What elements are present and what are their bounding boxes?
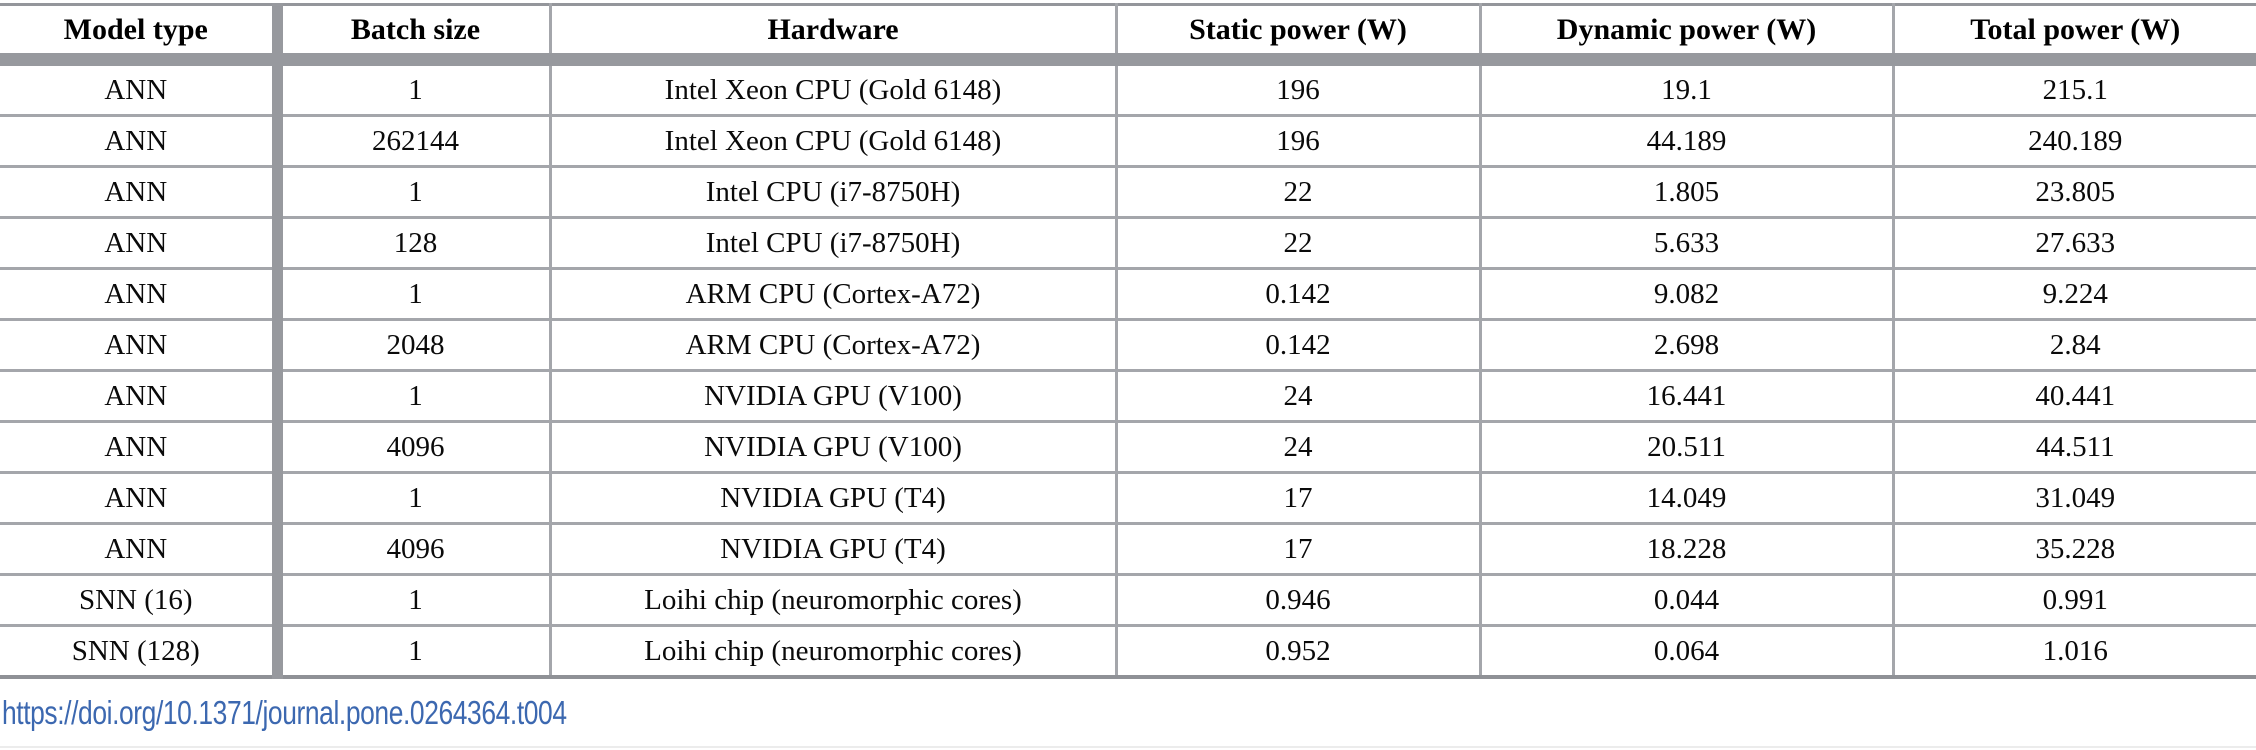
table-cell-static-power: 0.952 (1116, 625, 1482, 677)
table-cell-total-power: 1.016 (1893, 625, 2256, 677)
table-cell-hardware: Intel CPU (i7-8750H) (550, 166, 1118, 218)
table-row: ANN 262144 Intel Xeon CPU (Gold 6148) 19… (0, 115, 2256, 167)
table-cell-static-power: 0.142 (1116, 268, 1482, 320)
table-cell-model-type: SNN (16) (0, 574, 283, 626)
table-cell-dynamic-power: 1.805 (1480, 166, 1895, 218)
table-cell-model-type: ANN (0, 59, 283, 116)
page-bottom-divider (0, 746, 2256, 748)
table-cell-hardware: ARM CPU (Cortex-A72) (550, 319, 1118, 371)
table-cell-total-power: 0.991 (1893, 574, 2256, 626)
table-row: ANN 4096 NVIDIA GPU (V100) 24 20.511 44.… (0, 421, 2256, 473)
table-row: ANN 128 Intel CPU (i7-8750H) 22 5.633 27… (0, 217, 2256, 269)
table-cell-static-power: 17 (1116, 523, 1482, 575)
column-header-dynamic-power: Dynamic power (W) (1480, 4, 1895, 66)
doi-link[interactable]: https://doi.org/10.1371/journal.pone.026… (2, 694, 567, 731)
header-row: Model type Batch size Hardware Static po… (0, 4, 2256, 66)
table-row: ANN 4096 NVIDIA GPU (T4) 17 18.228 35.22… (0, 523, 2256, 575)
table-cell-batch-size: 1 (277, 166, 552, 218)
table-cell-hardware: Loihi chip (neuromorphic cores) (550, 574, 1118, 626)
table-cell-batch-size: 1 (277, 370, 552, 422)
table-cell-batch-size: 1 (277, 268, 552, 320)
table-cell-model-type: ANN (0, 115, 283, 167)
table-cell-static-power: 24 (1116, 370, 1482, 422)
table-cell-hardware: Loihi chip (neuromorphic cores) (550, 625, 1118, 677)
table-cell-hardware: Intel Xeon CPU (Gold 6148) (550, 59, 1118, 116)
table-cell-static-power: 196 (1116, 115, 1482, 167)
table-cell-hardware: NVIDIA GPU (V100) (550, 421, 1118, 473)
table-cell-batch-size: 128 (277, 217, 552, 269)
table-cell-static-power: 24 (1116, 421, 1482, 473)
table-cell-dynamic-power: 19.1 (1480, 59, 1895, 116)
table-row: ANN 1 NVIDIA GPU (V100) 24 16.441 40.441 (0, 370, 2256, 422)
table-cell-batch-size: 1 (277, 472, 552, 524)
table-cell-batch-size: 2048 (277, 319, 552, 371)
table-cell-dynamic-power: 0.064 (1480, 625, 1895, 677)
table-row: ANN 1 ARM CPU (Cortex-A72) 0.142 9.082 9… (0, 268, 2256, 320)
table-cell-hardware: NVIDIA GPU (T4) (550, 472, 1118, 524)
table-cell-model-type: ANN (0, 370, 283, 422)
table-cell-batch-size: 4096 (277, 523, 552, 575)
table-cell-batch-size: 1 (277, 625, 552, 677)
table-cell-total-power: 31.049 (1893, 472, 2256, 524)
column-header-static-power: Static power (W) (1116, 4, 1482, 66)
table-cell-total-power: 9.224 (1893, 268, 2256, 320)
table-header: Model type Batch size Hardware Static po… (0, 4, 2256, 66)
table-row: ANN 1 Intel CPU (i7-8750H) 22 1.805 23.8… (0, 166, 2256, 218)
table-cell-dynamic-power: 2.698 (1480, 319, 1895, 371)
table-cell-dynamic-power: 0.044 (1480, 574, 1895, 626)
table-cell-hardware: Intel Xeon CPU (Gold 6148) (550, 115, 1118, 167)
table-row: SNN (16) 1 Loihi chip (neuromorphic core… (0, 574, 2256, 626)
table-cell-hardware: Intel CPU (i7-8750H) (550, 217, 1118, 269)
table-cell-static-power: 17 (1116, 472, 1482, 524)
column-header-batch-size: Batch size (277, 4, 552, 66)
table-cell-batch-size: 1 (277, 59, 552, 116)
table-cell-dynamic-power: 5.633 (1480, 217, 1895, 269)
table-cell-static-power: 22 (1116, 166, 1482, 218)
table-cell-static-power: 0.946 (1116, 574, 1482, 626)
table-row: ANN 2048 ARM CPU (Cortex-A72) 0.142 2.69… (0, 319, 2256, 371)
table-cell-dynamic-power: 20.511 (1480, 421, 1895, 473)
table-cell-total-power: 44.511 (1893, 421, 2256, 473)
table-cell-total-power: 35.228 (1893, 523, 2256, 575)
table-cell-static-power: 22 (1116, 217, 1482, 269)
table-cell-model-type: ANN (0, 217, 283, 269)
table-cell-batch-size: 1 (277, 574, 552, 626)
table-cell-dynamic-power: 9.082 (1480, 268, 1895, 320)
table-cell-batch-size: 262144 (277, 115, 552, 167)
table-cell-total-power: 215.1 (1893, 59, 2256, 116)
table-row: ANN 1 Intel Xeon CPU (Gold 6148) 196 19.… (0, 59, 2256, 116)
table-cell-dynamic-power: 14.049 (1480, 472, 1895, 524)
footer: https://doi.org/10.1371/journal.pone.026… (2, 694, 2256, 732)
table-cell-model-type: ANN (0, 421, 283, 473)
table-cell-static-power: 0.142 (1116, 319, 1482, 371)
table-cell-dynamic-power: 18.228 (1480, 523, 1895, 575)
table-cell-total-power: 40.441 (1893, 370, 2256, 422)
table-body: ANN 1 Intel Xeon CPU (Gold 6148) 196 19.… (0, 59, 2256, 677)
table-cell-hardware: NVIDIA GPU (T4) (550, 523, 1118, 575)
column-header-hardware: Hardware (550, 4, 1118, 66)
table-cell-model-type: ANN (0, 268, 283, 320)
table-cell-hardware: ARM CPU (Cortex-A72) (550, 268, 1118, 320)
table-row: SNN (128) 1 Loihi chip (neuromorphic cor… (0, 625, 2256, 677)
table-cell-total-power: 23.805 (1893, 166, 2256, 218)
column-header-model-type: Model type (0, 4, 283, 66)
table-cell-dynamic-power: 16.441 (1480, 370, 1895, 422)
power-consumption-table: Model type Batch size Hardware Static po… (0, 3, 2256, 679)
column-header-total-power: Total power (W) (1893, 4, 2256, 66)
table-row: ANN 1 NVIDIA GPU (T4) 17 14.049 31.049 (0, 472, 2256, 524)
table-cell-model-type: SNN (128) (0, 625, 283, 677)
table-cell-model-type: ANN (0, 472, 283, 524)
table-cell-model-type: ANN (0, 523, 283, 575)
table-cell-model-type: ANN (0, 166, 283, 218)
table-cell-total-power: 2.84 (1893, 319, 2256, 371)
table-cell-total-power: 240.189 (1893, 115, 2256, 167)
table-cell-static-power: 196 (1116, 59, 1482, 116)
table-cell-batch-size: 4096 (277, 421, 552, 473)
table-cell-model-type: ANN (0, 319, 283, 371)
table-cell-dynamic-power: 44.189 (1480, 115, 1895, 167)
table-cell-total-power: 27.633 (1893, 217, 2256, 269)
table-cell-hardware: NVIDIA GPU (V100) (550, 370, 1118, 422)
